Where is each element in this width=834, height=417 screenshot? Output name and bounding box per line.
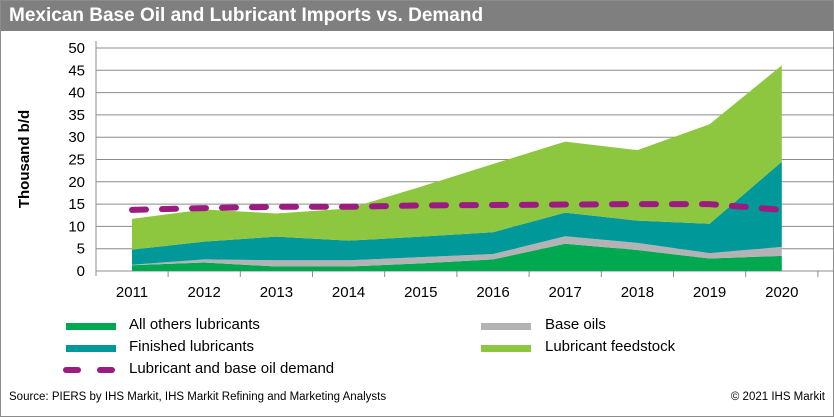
y-tick-label: 35 — [68, 107, 85, 124]
y-tick-label: 5 — [77, 241, 85, 258]
legend-base-oils: Base oils — [545, 316, 606, 333]
area-finished-lubricants — [132, 161, 782, 265]
legend-swatch-finished — [66, 345, 116, 352]
y-tick-label: 0 — [77, 263, 85, 280]
x-tick-label: 2015 — [404, 284, 437, 301]
x-tick-label: 2011 — [116, 284, 148, 301]
legend-swatch-demand — [63, 367, 119, 373]
legend-all-others: All others lubricants — [129, 316, 260, 333]
legend-feedstock: Lubricant feedstock — [545, 338, 676, 355]
y-tick-label: 50 — [68, 40, 85, 57]
y-tick-label: 20 — [68, 174, 85, 191]
x-tick-label: 2018 — [621, 284, 654, 301]
legend-finished: Finished lubricants — [129, 338, 255, 355]
title-bar: Mexican Base Oil and Lubricant Imports v… — [1, 1, 833, 31]
y-tick-label: 15 — [68, 196, 85, 213]
area-all-others-lubricants — [132, 243, 782, 271]
copyright: © 2021 IHS Markit — [730, 391, 825, 403]
chart-title: Mexican Base Oil and Lubricant Imports v… — [9, 5, 484, 26]
x-tick-label: 2016 — [476, 284, 509, 301]
line-demand — [129, 201, 785, 213]
x-tick-label: 2020 — [765, 284, 798, 301]
y-tick-label: 25 — [68, 152, 85, 169]
legend-swatch-feedstock — [481, 345, 531, 352]
x-tick-label: 2013 — [260, 284, 293, 301]
legend-swatch-base-oils — [481, 323, 531, 330]
x-tick-label: 2012 — [188, 284, 221, 301]
source-note: Source: PIERS by IHS Markit, IHS Markit … — [9, 391, 387, 403]
x-tick-label: 2019 — [693, 284, 726, 301]
y-tick-label: 45 — [68, 62, 85, 79]
y-axis-label: Thousand b/d — [16, 110, 33, 208]
legend-demand: Lubricant and base oil demand — [129, 360, 335, 377]
y-tick-label: 30 — [68, 129, 85, 146]
x-tick-label: 2014 — [332, 284, 365, 301]
chart-plot: 0 5 10 15 20 25 30 35 40 45 50 2011 2012 2013 2014 2015… — [16, 40, 833, 301]
legend-swatch-all-others — [66, 323, 116, 330]
x-tick-label: 2017 — [549, 284, 582, 301]
area-base-oils — [132, 236, 782, 267]
y-tick-label: 40 — [68, 85, 85, 102]
y-tick-label: 10 — [68, 218, 85, 235]
